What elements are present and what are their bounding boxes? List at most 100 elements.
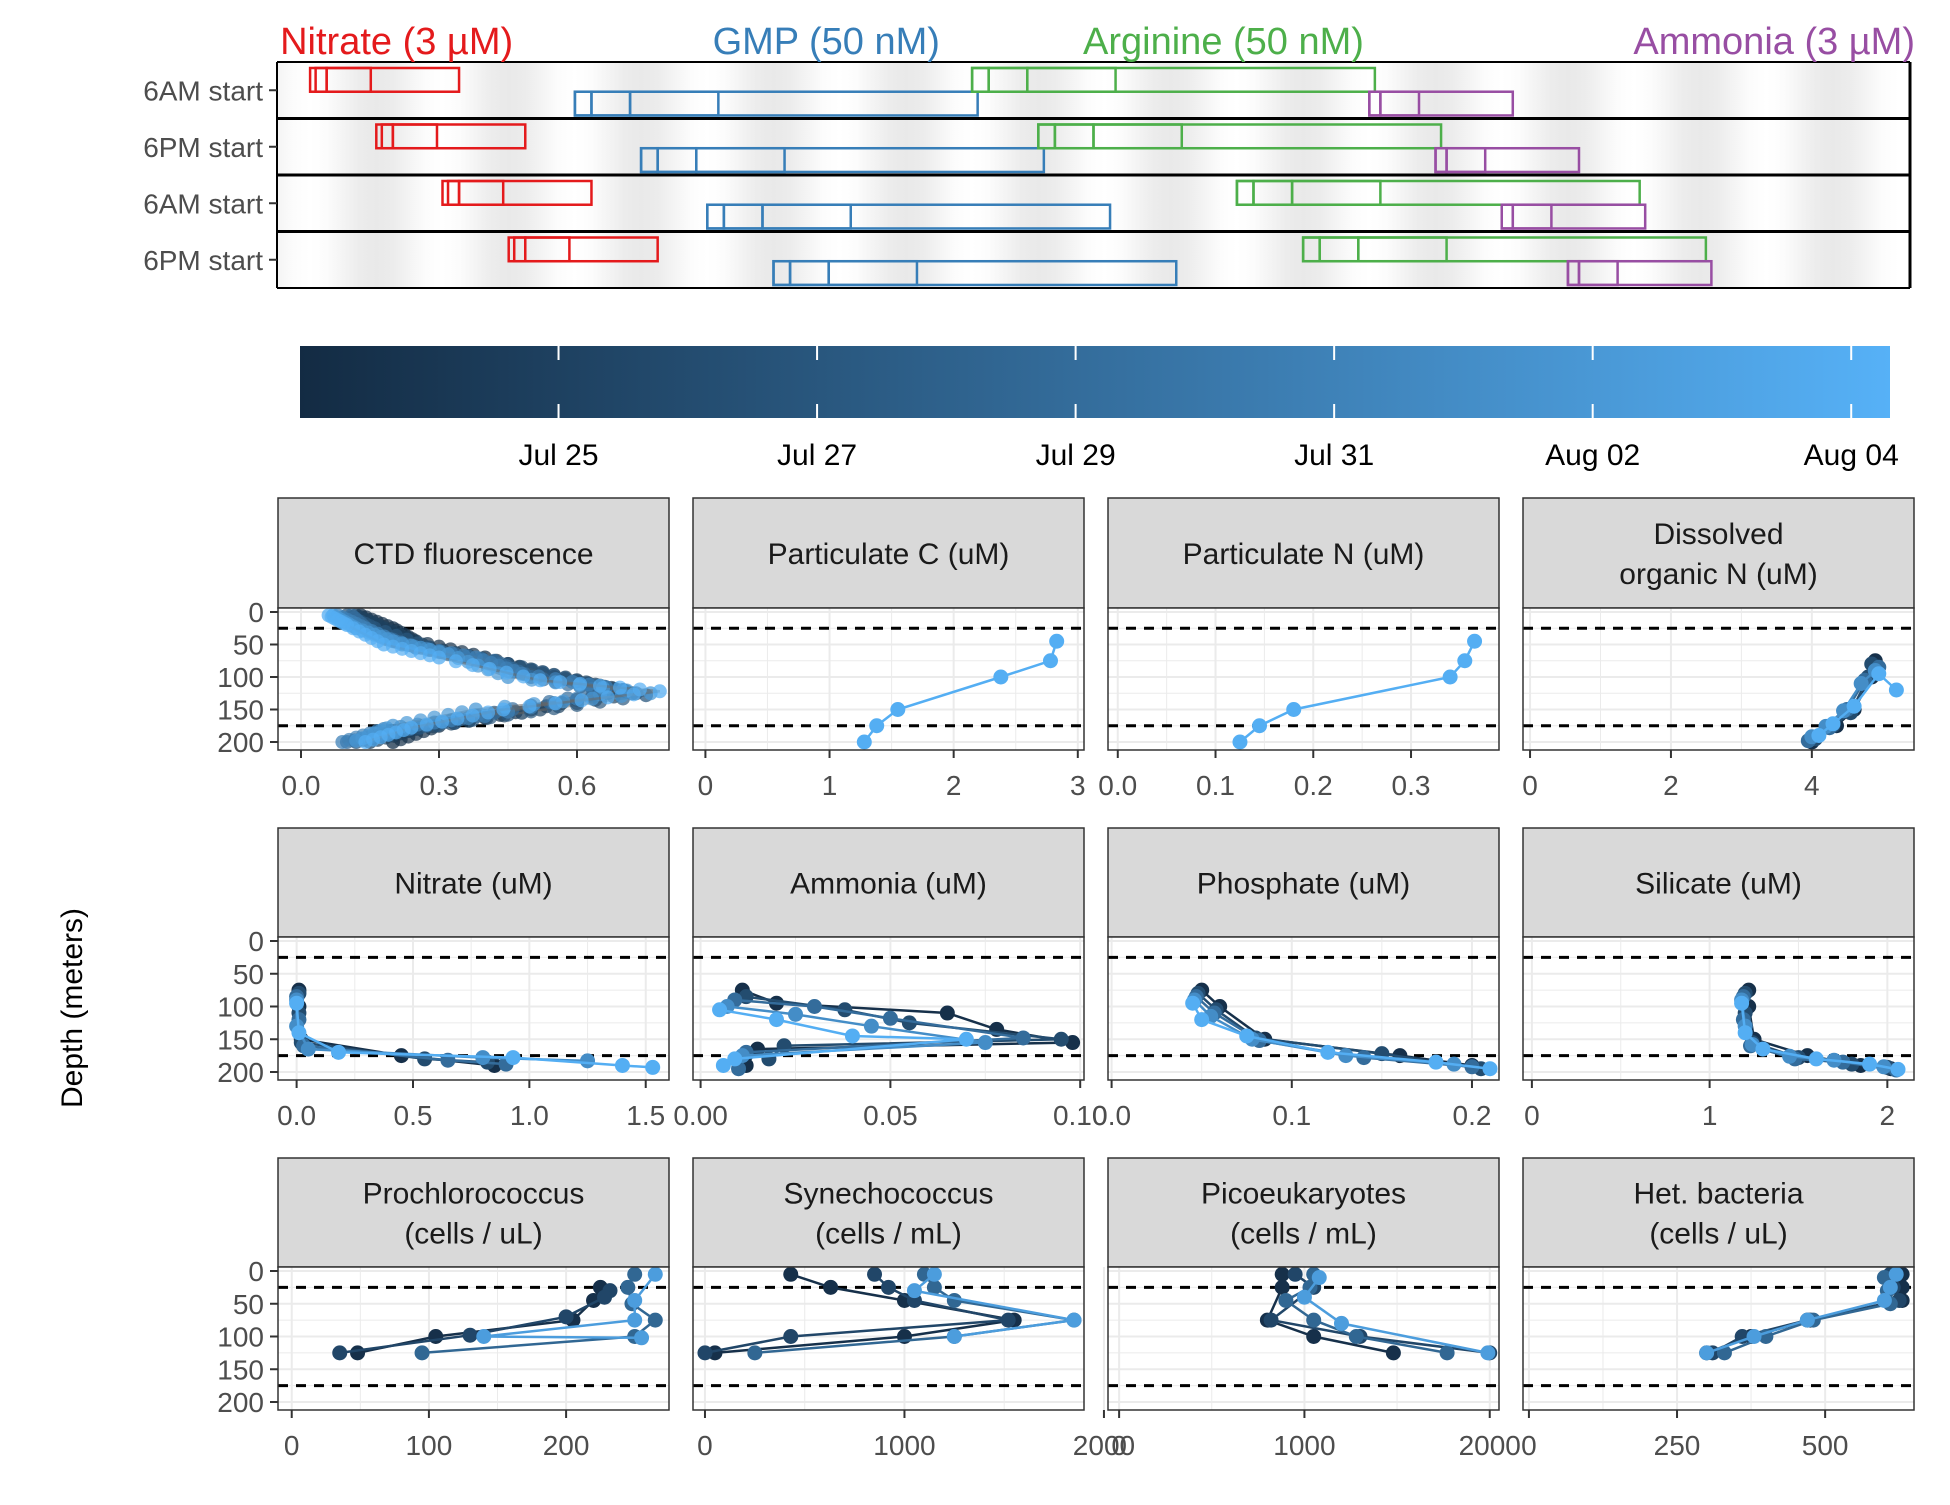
- treatment-bar-segment: [308, 66, 461, 93]
- profile-point: [1232, 734, 1248, 750]
- y-tick-label: 150: [217, 695, 264, 726]
- x-tick-label: 2: [1663, 770, 1679, 801]
- y-tick-label: 50: [233, 630, 264, 661]
- x-tick-label: 0: [1524, 1100, 1540, 1131]
- profile-point: [1306, 1312, 1322, 1328]
- x-tick-label: 0.3: [1392, 770, 1431, 801]
- x-tick-label: 0: [1522, 770, 1538, 801]
- treatment-bar-segment: [695, 146, 786, 174]
- profile-point: [422, 648, 437, 663]
- timeline-row-label: 6PM start: [143, 132, 263, 163]
- facet-border: [277, 607, 670, 751]
- profile-point: [1066, 1312, 1082, 1328]
- profile-series: [321, 608, 667, 749]
- profile-point: [1888, 1267, 1904, 1282]
- facet-strip: [1522, 827, 1915, 938]
- facet-panel: Synechococcus (cells / mL) 0 1000 2000: [692, 1157, 1135, 1461]
- profile-point: [901, 1015, 917, 1031]
- profile-point: [1746, 1329, 1762, 1344]
- facet-border: [1522, 1266, 1915, 1411]
- facet-panel: Picoeukaryotes (cells / mL) 0 1000 2000: [1107, 1157, 1521, 1461]
- profile-point: [1846, 698, 1862, 714]
- colorbar-tick-label: Jul 25: [519, 439, 599, 472]
- profile-point: [856, 734, 872, 750]
- facet-border: [1107, 607, 1500, 751]
- profile-point: [481, 705, 496, 720]
- timeline-row-label: 6AM start: [143, 188, 263, 219]
- profile-point: [597, 1289, 613, 1305]
- y-tick-label: 200: [217, 727, 264, 758]
- profile-point: [1185, 995, 1201, 1011]
- profile-line: [911, 1273, 1075, 1338]
- profile-point: [289, 995, 305, 1011]
- profile-point: [505, 1050, 521, 1066]
- facet-panel: Phosphate (uM) 0.0 0.1 0.2: [1092, 827, 1500, 1131]
- treatment-bar-segment: [1092, 123, 1184, 150]
- profile-point: [1482, 1061, 1498, 1077]
- x-tick-label: 0.0: [1092, 1100, 1131, 1131]
- x-tick-label: 1000: [873, 1430, 935, 1461]
- treatment-bar-segment: [827, 259, 919, 287]
- profile-point: [366, 732, 381, 747]
- x-tick-label: 2000: [1073, 1430, 1135, 1461]
- x-tick-label: 0.1: [1272, 1100, 1311, 1131]
- facet-panel: Dissolved organic N (uM) 0 2 4: [1522, 497, 1915, 801]
- facet-title: organic N (uM): [1619, 558, 1817, 591]
- y-tick-label: 50: [233, 959, 264, 990]
- timeline-row-label: 6PM start: [143, 245, 263, 276]
- profile-point: [1699, 1345, 1715, 1361]
- x-tick-label: 0.3: [420, 770, 459, 801]
- y-tick-label: 0: [248, 1256, 264, 1287]
- facet-panel: Het. bacteria (cells / uL) 0 250 500: [1521, 1157, 1915, 1461]
- colorbar-tick-label: Jul 27: [777, 439, 857, 472]
- profile-point: [332, 1345, 348, 1361]
- profile-series: [856, 633, 1065, 750]
- facet-strip: [692, 1157, 1085, 1268]
- profile-point: [1042, 653, 1058, 669]
- y-tick-label: 0: [248, 597, 264, 628]
- facet-title: CTD fluorescence: [353, 538, 593, 571]
- x-tick-label: 0.10: [1053, 1100, 1108, 1131]
- profile-series: [1800, 653, 1904, 750]
- facet-title: Prochlorococcus: [363, 1178, 585, 1211]
- x-tick-label: 0.2: [1453, 1100, 1492, 1131]
- profile-point: [1296, 1289, 1312, 1305]
- profile-point: [806, 999, 822, 1014]
- facet-panel: Particulate N (uM) 0.0 0.1 0.2 0.3: [1098, 497, 1500, 801]
- profile-point: [1737, 1025, 1753, 1041]
- facet-title: (cells / mL): [1230, 1218, 1377, 1251]
- profile-point: [558, 1309, 574, 1325]
- profile-point: [627, 1267, 643, 1282]
- treatment-bar-segment: [628, 90, 720, 117]
- facet-strip: [277, 1157, 670, 1268]
- facet-title: Phosphate (uM): [1197, 868, 1410, 901]
- treatment-bar-segment: [391, 123, 439, 150]
- treatment-bar-segment: [1357, 236, 1448, 263]
- profile-point: [863, 1018, 879, 1034]
- profile-point: [331, 1044, 347, 1060]
- x-tick-label: 2: [946, 770, 962, 801]
- treatment-label: GMP (50 nM): [713, 21, 940, 63]
- profile-point: [626, 687, 641, 702]
- profile-point: [1333, 1315, 1349, 1331]
- date-colorbar: Jul 25 Jul 27 Jul 29 Jul 31 Aug 02 Aug 04: [300, 346, 1899, 472]
- profile-point: [867, 1267, 883, 1282]
- profile-point: [783, 1267, 799, 1282]
- profile-point: [647, 1267, 663, 1282]
- profile-point: [697, 1345, 713, 1361]
- facet-strip: [1522, 1157, 1915, 1268]
- x-tick-label: 0.0: [282, 770, 321, 801]
- profile-point: [1890, 1061, 1906, 1077]
- profile-point: [727, 1051, 743, 1067]
- facet-border: [277, 1266, 670, 1411]
- profile-series: [1734, 982, 1906, 1078]
- profile-point: [614, 1057, 630, 1073]
- facet-title: Picoeukaryotes: [1201, 1178, 1406, 1211]
- y-axis-title: Depth (meters): [56, 908, 89, 1108]
- treatment-bar-segment: [507, 236, 659, 263]
- profile-point: [747, 1345, 763, 1361]
- profile-series: [332, 1267, 663, 1361]
- profile-point: [300, 1041, 316, 1057]
- x-tick-label: 100: [406, 1430, 453, 1461]
- profile-series: [1259, 1267, 1498, 1361]
